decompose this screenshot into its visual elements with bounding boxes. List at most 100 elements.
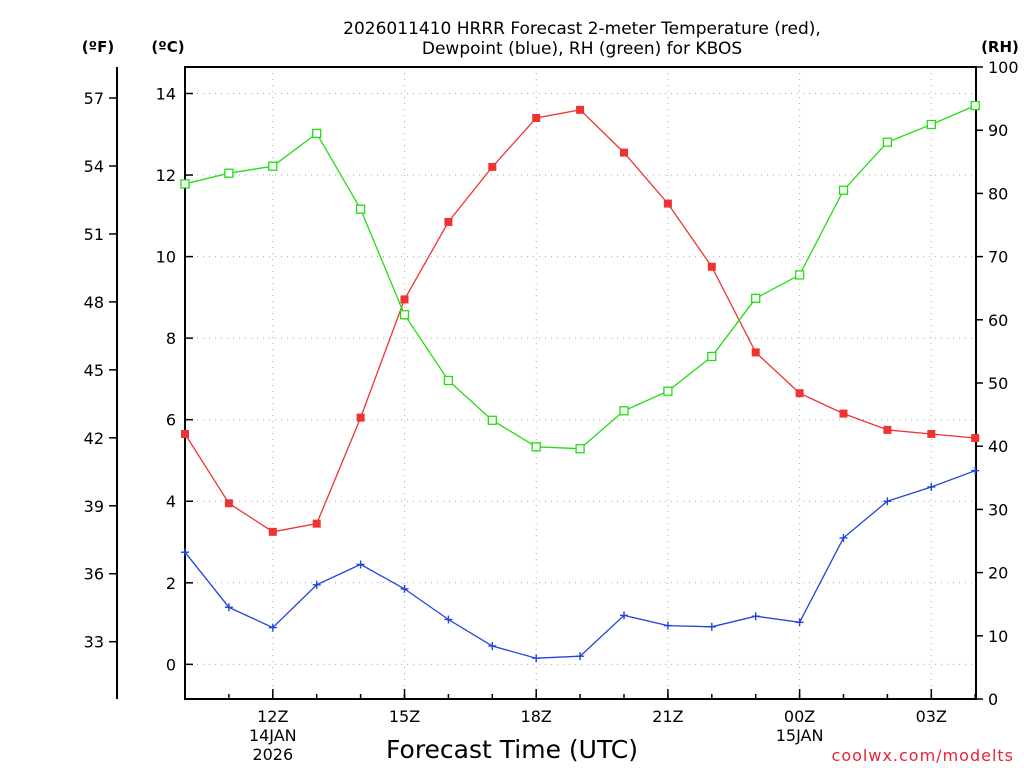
rh-tick-label: 90 [988,121,1008,140]
data-point [575,444,585,454]
data-point [443,375,454,386]
data-point [619,406,629,416]
celsius-tick-label: 4 [166,492,176,511]
rh-tick-label: 0 [988,690,998,709]
data-point [751,293,761,303]
data-point [795,389,804,398]
rh-tick-label: 30 [988,500,1008,519]
data-point [707,351,717,362]
series-line [184,105,976,450]
data-point [882,137,893,147]
data-point [224,603,233,612]
fahrenheit-tick-label: 48 [84,293,104,312]
data-point [927,482,936,491]
series-2-meter-temperature [181,105,980,536]
celsius-tick-label: 12 [156,166,176,185]
x-tick-date: 14JAN [249,726,297,745]
data-point [400,295,409,304]
data-point [926,119,936,130]
data-point [444,217,453,226]
celsius-tick-label: 0 [166,655,176,674]
data-point [531,442,541,452]
data-point [883,425,892,434]
plot-frame [184,66,977,700]
series-dewpoint [181,466,980,663]
rh-tick-label: 40 [988,437,1008,456]
rh-tick-label: 70 [988,248,1008,267]
x-tick-label: 12Z [257,707,288,726]
fahrenheit-tick-label: 45 [84,361,104,380]
chart-title-line-2: Dewpoint (blue), RH (green) for KBOS [422,39,742,59]
rh-tick-label: 80 [988,184,1008,203]
rh-tick-label: 100 [988,58,1019,77]
data-point [971,434,980,443]
x-tick-label: 21Z [652,707,683,726]
data-point [620,148,628,157]
data-point [532,654,541,663]
x-tick-label: 18Z [521,707,552,726]
axes [116,66,977,700]
data-point [312,519,321,528]
fahrenheit-tick-label: 36 [84,565,104,584]
data-point [838,185,849,195]
data-point [839,409,848,418]
celsius-tick-label: 2 [166,574,176,593]
celsius-unit-label: (ºC) [151,38,184,56]
data-point [707,262,716,271]
data-point [224,168,234,178]
rh-tick-label: 50 [988,374,1008,393]
data-point [970,100,980,111]
data-point [444,615,453,624]
data-point [487,415,497,425]
gridlines [185,67,976,699]
data-point [400,584,409,593]
data-point [180,179,190,189]
celsius-tick-label: 14 [156,85,176,104]
data-point [576,652,585,661]
rh-tick-label: 60 [988,311,1008,330]
data-point [795,618,804,627]
data-point [268,623,277,632]
x-tick-label: 15Z [389,707,420,726]
data-point [356,560,365,569]
celsius-tick-label: 6 [166,411,176,430]
data-point [663,621,672,630]
fahrenheit-unit-label: (ºF) [82,38,114,56]
data-point [181,548,189,557]
data-point [312,580,321,589]
data-point [356,413,365,422]
data-point [663,199,672,208]
data-point [576,105,585,114]
data-point [751,612,760,621]
data-point [883,497,892,506]
fahrenheit-tick-label: 57 [84,89,104,108]
fahrenheit-tick-label: 33 [84,633,104,652]
celsius-tick-label: 8 [166,329,176,348]
data-point [971,466,980,475]
x-tick-date: 15JAN [776,726,824,745]
series-relative-humidity [180,100,980,454]
data-point [268,161,278,171]
data-point [355,204,366,214]
rh-tick-label: 20 [988,564,1008,583]
data-point [532,113,541,122]
credit-link[interactable]: coolwx.com/modelts [832,746,1014,765]
x-tick-label: 03Z [916,707,947,726]
data-point [312,128,322,139]
data-point [663,386,673,396]
data-point [927,429,936,438]
fahrenheit-tick-label: 51 [84,225,104,244]
fahrenheit-tick-label: 54 [84,157,104,176]
x-axis-title: Forecast Time (UTC) [386,735,638,764]
data-point [839,533,848,542]
data-point [620,611,628,620]
data-point [224,499,233,508]
fahrenheit-tick-label: 39 [84,497,104,516]
data-point [794,270,805,280]
data-point [488,641,497,650]
data-point [488,162,497,171]
chart-title-line-1: 2026011410 HRRR Forecast 2-meter Tempera… [343,19,821,39]
x-tick-label: 00Z [784,707,815,726]
